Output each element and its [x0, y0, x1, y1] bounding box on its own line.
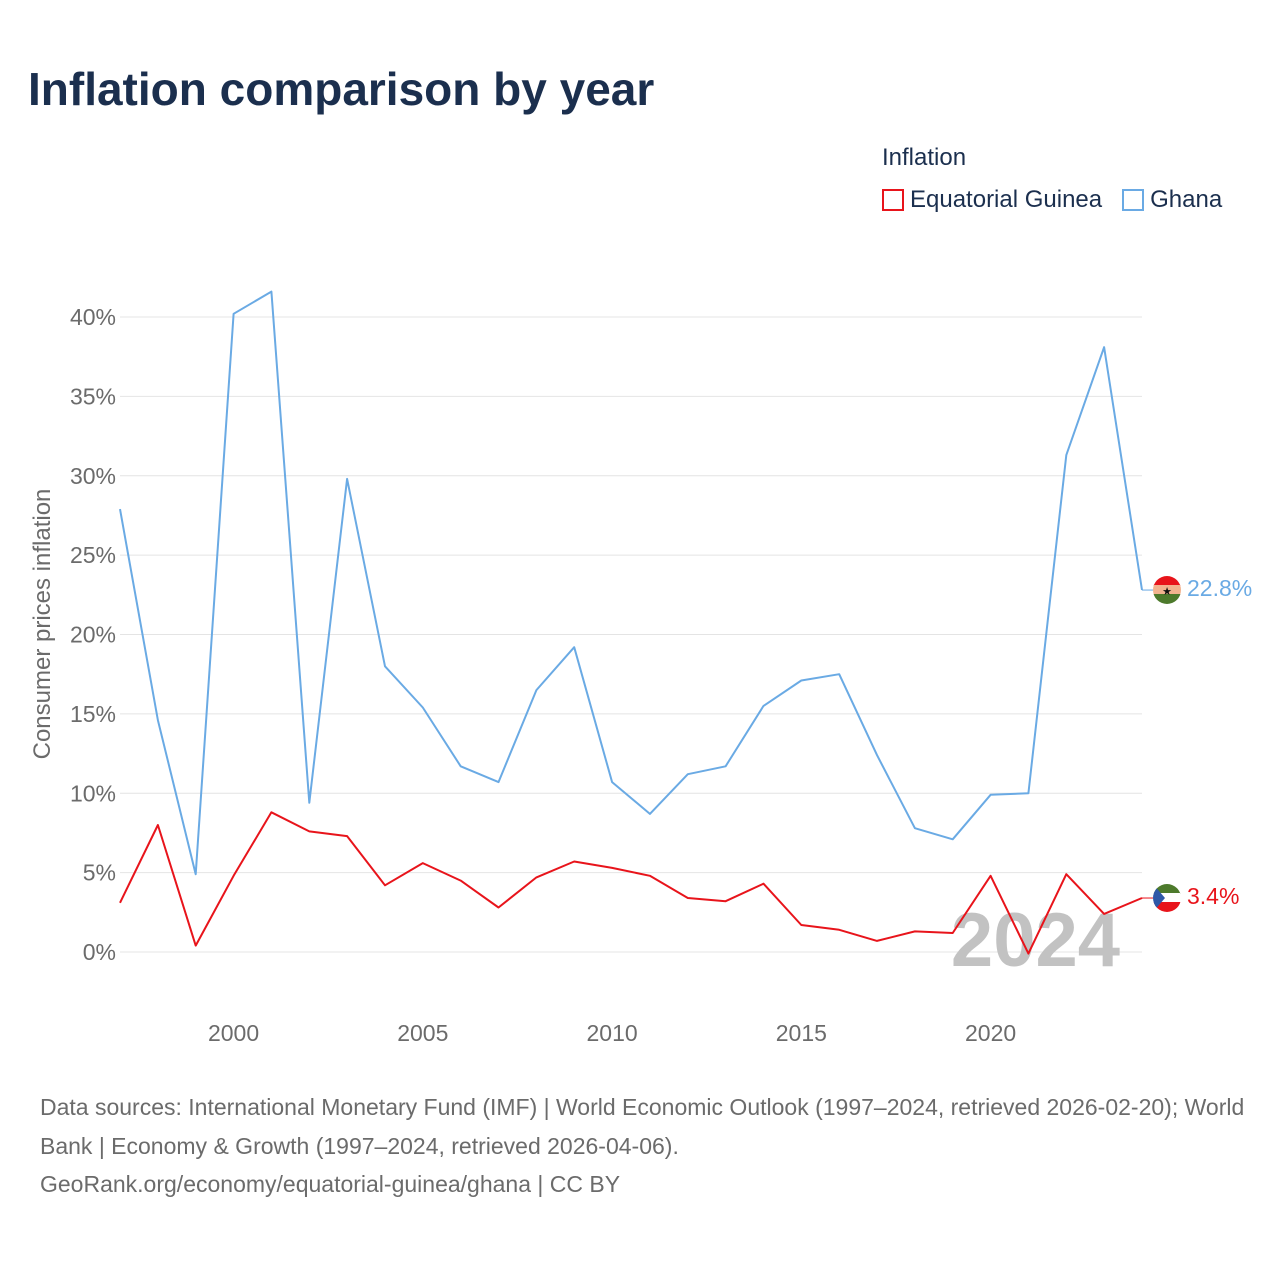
y-tick-label: 35% — [70, 383, 116, 409]
footer: Data sources: International Monetary Fun… — [40, 1088, 1250, 1204]
y-tick-label: 40% — [70, 304, 116, 330]
equatorial-guinea-flag-icon — [1153, 884, 1181, 912]
series-line-equatorial-guinea[interactable] — [119, 811, 1143, 955]
y-tick-label: 30% — [70, 463, 116, 489]
series-line-ghana[interactable] — [119, 290, 1143, 876]
y-tick-label: 10% — [70, 780, 116, 806]
x-axis-ticks: 2000 2005 2010 2015 2020 — [208, 1020, 1016, 1046]
y-axis-ticks: 0% 5% 10% 15% 20% 25% 30% 35% 40% — [70, 304, 116, 965]
grid — [120, 316, 1142, 953]
x-tick-label: 2020 — [965, 1020, 1016, 1046]
y-tick-label: 15% — [70, 701, 116, 727]
ghana-end-label: 22.8% — [1187, 575, 1252, 601]
legend-title: Inflation — [882, 144, 967, 171]
legend-label-equatorial-guinea: Equatorial Guinea — [910, 186, 1103, 213]
svg-text:★: ★ — [1162, 586, 1172, 598]
legend-label-ghana: Ghana — [1150, 186, 1223, 213]
y-tick-label: 0% — [83, 939, 116, 965]
ghana-flag-icon: ★ — [1153, 576, 1181, 604]
x-tick-label: 2005 — [397, 1020, 448, 1046]
chart-title: Inflation comparison by year — [28, 63, 655, 115]
x-tick-label: 2015 — [776, 1020, 827, 1046]
y-tick-label: 20% — [70, 622, 116, 648]
equatorial-guinea-end-label: 3.4% — [1187, 883, 1239, 909]
source-url-text[interactable]: GeoRank.org/economy/equatorial-guinea/gh… — [40, 1171, 621, 1197]
y-tick-label: 5% — [83, 860, 116, 886]
y-axis-label: Consumer prices inflation — [29, 489, 56, 760]
y-tick-label: 25% — [70, 542, 116, 568]
legend: Equatorial Guinea Ghana — [882, 186, 1222, 214]
data-sources-text: Data sources: International Monetary Fun… — [40, 1094, 1245, 1159]
x-tick-label: 2000 — [208, 1020, 259, 1046]
legend-item-equatorial-guinea[interactable]: Equatorial Guinea — [882, 186, 1102, 214]
legend-swatch-equatorial-guinea — [882, 189, 904, 211]
legend-swatch-ghana — [1122, 189, 1145, 211]
line-chart: 0%5%10%15%20%25%30%35%40% 2000 2005 2010 20… — [29, 290, 1252, 1046]
series — [119, 290, 1153, 955]
x-tick-label: 2010 — [586, 1020, 637, 1046]
legend-item-ghana[interactable]: Ghana — [1122, 186, 1222, 214]
